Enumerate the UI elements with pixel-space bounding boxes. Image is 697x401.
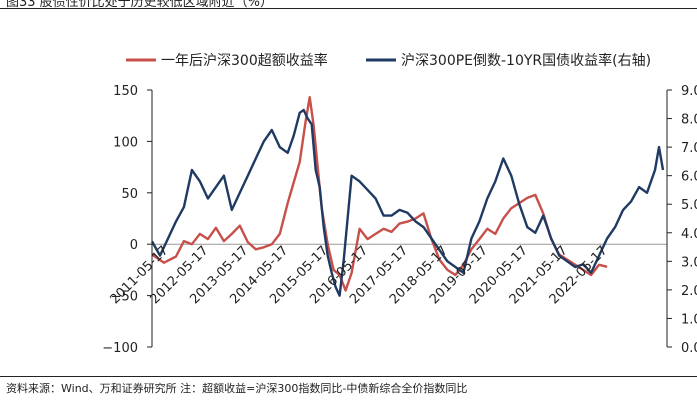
right-tick-label: 2.0	[681, 284, 697, 299]
right-tick-label: 6.0	[681, 170, 697, 185]
top-rule	[0, 8, 697, 9]
series-line-2	[150, 108, 665, 297]
source-note: 资料来源：Wind、万和证券研究所 注：超额收益=沪深300指数同比-中债新综合…	[6, 382, 468, 395]
legend-label-1: 一年后沪深300超额收益率	[161, 52, 328, 69]
left-tick-label: 0	[130, 238, 138, 253]
bottom-rule	[0, 376, 697, 377]
right-tick-label: 9.0	[681, 84, 697, 99]
left-tick-label: −100	[102, 341, 138, 356]
left-tick-label: 50	[121, 187, 138, 202]
left-tick-label: −50	[111, 290, 138, 305]
left-tick-label: 100	[113, 135, 138, 150]
left-tick-label: 150	[113, 84, 138, 99]
right-tick-label: 7.0	[681, 141, 697, 156]
right-tick-label: 3.0	[681, 255, 697, 270]
right-tick-label: 0.0	[681, 341, 697, 356]
right-tick-label: 8.0	[681, 113, 697, 128]
chart-title: 图33 股债性价比处于历史较低区域附近（%）	[6, 0, 274, 10]
series-line-1	[151, 96, 608, 292]
legend-label-2: 沪深300PE倒数-10YR国债收益率(右轴)	[401, 52, 651, 69]
right-tick-label: 1.0	[681, 312, 697, 327]
right-tick-label: 5.0	[681, 198, 697, 213]
right-tick-label: 4.0	[681, 227, 697, 242]
